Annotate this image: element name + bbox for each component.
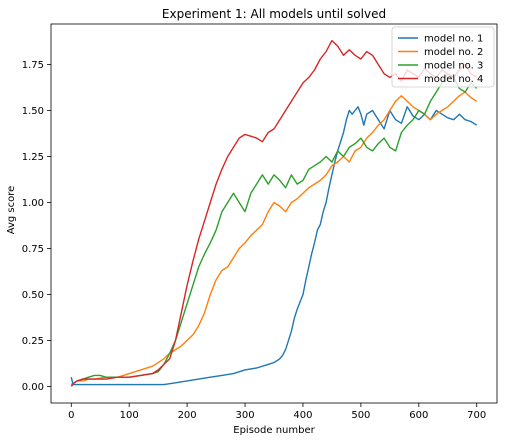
- x-tick-label: 100: [120, 410, 139, 421]
- x-tick-label: 700: [467, 410, 486, 421]
- series-line-2: [70, 91, 478, 386]
- y-tick-label: 0.75: [22, 244, 44, 255]
- x-axis-label: Episode number: [233, 425, 315, 436]
- axes-frame: [50, 23, 498, 404]
- legend-label-2: model no. 2: [424, 47, 483, 58]
- y-axis-label: Avg score: [6, 186, 17, 235]
- legend-label-1: model no. 1: [424, 34, 483, 45]
- x-tick-label: 500: [351, 410, 370, 421]
- y-tick-label: 1.50: [22, 106, 44, 117]
- x-tick-label: 400: [293, 410, 312, 421]
- x-axis-ticks: 0 100 200 300 400 500 600 700: [68, 403, 486, 421]
- legend-label-3: model no. 3: [424, 61, 483, 72]
- y-tick-label: 0.00: [22, 382, 44, 393]
- legend-box: [391, 26, 495, 88]
- y-axis-ticks: 0.00 0.25 0.50 0.75 1.00 1.25 1.50 1.75: [22, 60, 51, 393]
- chart-title: Experiment 1: All models until solved: [162, 7, 386, 21]
- legend-label-4: model no. 4: [424, 74, 483, 85]
- x-tick-label: 300: [235, 410, 254, 421]
- plot-area: [70, 39, 478, 387]
- y-tick-label: 0.50: [22, 290, 44, 301]
- series-line-1: [70, 106, 478, 386]
- y-tick-label: 1.25: [22, 152, 44, 163]
- legend: model no. 1 model no. 2 model no. 3 model n…: [391, 26, 495, 88]
- x-tick-label: 600: [409, 410, 428, 421]
- x-tick-label: 200: [178, 410, 197, 421]
- y-tick-label: 0.25: [22, 336, 44, 347]
- y-tick-label: 1.75: [22, 60, 44, 71]
- y-tick-label: 1.00: [22, 198, 44, 209]
- x-tick-label: 0: [68, 410, 74, 421]
